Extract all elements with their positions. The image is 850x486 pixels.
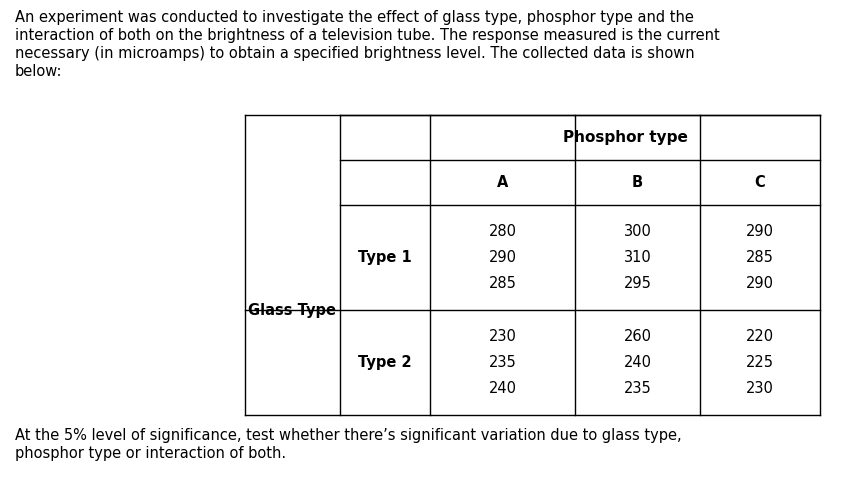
Text: 295: 295 [624, 276, 651, 291]
Text: phosphor type or interaction of both.: phosphor type or interaction of both. [15, 446, 286, 461]
Text: 230: 230 [746, 381, 774, 396]
Text: At the 5% level of significance, test whether there’s significant variation due : At the 5% level of significance, test wh… [15, 428, 682, 443]
Text: 290: 290 [746, 224, 774, 239]
Text: Glass Type: Glass Type [248, 302, 337, 317]
Text: below:: below: [15, 64, 63, 79]
Text: necessary (in microamps) to obtain a specified brightness level. The collected d: necessary (in microamps) to obtain a spe… [15, 46, 694, 61]
Text: 285: 285 [746, 250, 774, 265]
Text: Phosphor type: Phosphor type [563, 130, 688, 145]
Text: A: A [496, 175, 508, 190]
Text: 240: 240 [624, 355, 651, 370]
Text: 220: 220 [746, 329, 774, 344]
Text: Type 1: Type 1 [358, 250, 412, 265]
Text: 285: 285 [489, 276, 517, 291]
Text: 290: 290 [489, 250, 517, 265]
Text: interaction of both on the brightness of a television tube. The response measure: interaction of both on the brightness of… [15, 28, 720, 43]
Text: 260: 260 [624, 329, 651, 344]
Text: 235: 235 [624, 381, 651, 396]
Text: 290: 290 [746, 276, 774, 291]
Text: 225: 225 [746, 355, 774, 370]
Text: 235: 235 [489, 355, 516, 370]
Text: Type 2: Type 2 [358, 355, 411, 370]
Text: 310: 310 [624, 250, 651, 265]
Text: C: C [755, 175, 765, 190]
Text: B: B [632, 175, 643, 190]
Text: 300: 300 [624, 224, 651, 239]
Text: 230: 230 [489, 329, 517, 344]
Text: 240: 240 [489, 381, 517, 396]
Text: An experiment was conducted to investigate the effect of glass type, phosphor ty: An experiment was conducted to investiga… [15, 10, 694, 25]
Text: 280: 280 [489, 224, 517, 239]
